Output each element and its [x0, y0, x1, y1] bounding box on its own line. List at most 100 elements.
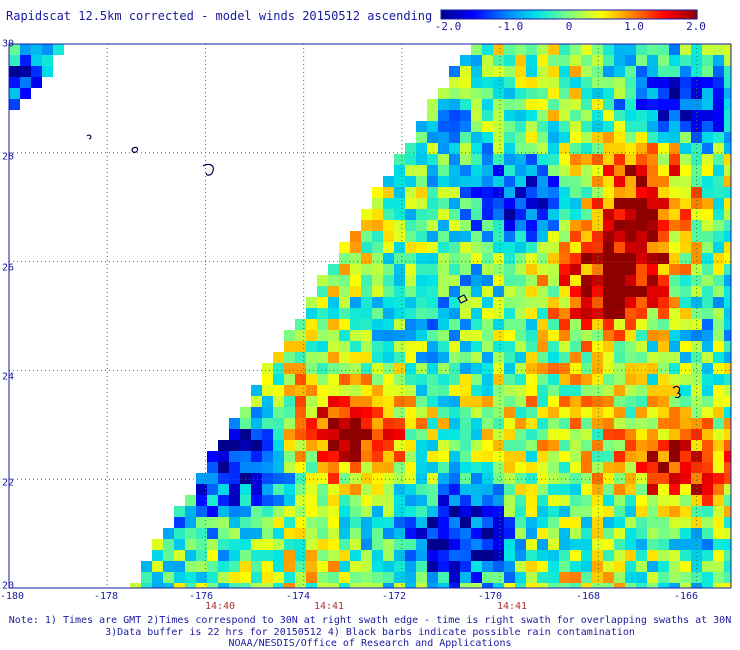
wind-cell	[559, 572, 570, 583]
wind-cell	[658, 451, 669, 462]
colorbar-segment	[449, 10, 454, 19]
wind-cell	[438, 154, 449, 165]
x-tick-label: -170	[477, 591, 503, 602]
wind-cell	[482, 253, 493, 264]
wind-cell	[691, 550, 702, 561]
wind-cell	[317, 539, 328, 550]
wind-cell	[559, 561, 570, 572]
wind-cell	[526, 187, 537, 198]
wind-cell	[647, 561, 658, 572]
wind-cell	[647, 528, 658, 539]
wind-cell	[636, 286, 647, 297]
wind-cell	[317, 374, 328, 385]
wind-cell	[647, 352, 658, 363]
wind-cell	[372, 253, 383, 264]
wind-cell	[603, 187, 614, 198]
wind-cell	[603, 583, 614, 588]
wind-cell	[592, 440, 603, 451]
wind-cell	[713, 385, 724, 396]
wind-cell	[493, 275, 504, 286]
wind-cell	[680, 550, 691, 561]
wind-cell	[691, 385, 702, 396]
wind-cell	[669, 517, 680, 528]
wind-cell	[372, 264, 383, 275]
wind-cell	[405, 572, 416, 583]
wind-cell	[471, 88, 482, 99]
wind-cell	[504, 330, 515, 341]
wind-cell	[174, 539, 185, 550]
wind-cell	[339, 242, 350, 253]
wind-cell	[636, 473, 647, 484]
wind-cell	[603, 297, 614, 308]
wind-cell	[537, 418, 548, 429]
wind-cell	[702, 176, 713, 187]
wind-cell	[427, 176, 438, 187]
wind-cell	[570, 407, 581, 418]
wind-cell	[394, 275, 405, 286]
wind-cell	[372, 484, 383, 495]
wind-cell	[174, 506, 185, 517]
wind-cell	[471, 352, 482, 363]
wind-cell	[394, 561, 405, 572]
wind-cell	[471, 242, 482, 253]
wind-cell	[449, 352, 460, 363]
wind-cell	[438, 429, 449, 440]
wind-cell	[372, 220, 383, 231]
wind-cell	[625, 121, 636, 132]
wind-cell	[592, 55, 603, 66]
wind-cell	[394, 220, 405, 231]
wind-cell	[658, 561, 669, 572]
wind-cell	[427, 308, 438, 319]
wind-cell	[592, 352, 603, 363]
wind-cell	[592, 77, 603, 88]
wind-cell	[713, 275, 724, 286]
wind-cell	[570, 176, 581, 187]
wind-cell	[460, 374, 471, 385]
y-tick-label: 30	[2, 38, 15, 50]
x-tick-label: -172	[381, 591, 407, 602]
wind-cell	[526, 539, 537, 550]
colorbar-segment	[569, 10, 574, 19]
wind-cell	[229, 462, 240, 473]
wind-cell	[295, 352, 306, 363]
wind-cell	[438, 352, 449, 363]
wind-cell	[482, 176, 493, 187]
wind-cell	[416, 561, 427, 572]
wind-cell	[339, 451, 350, 462]
wind-cell	[383, 429, 394, 440]
wind-cell	[460, 209, 471, 220]
wind-cell	[614, 495, 625, 506]
wind-cell	[636, 77, 647, 88]
wind-cell	[273, 462, 284, 473]
wind-cell	[702, 242, 713, 253]
wind-cell	[493, 88, 504, 99]
wind-cell	[405, 209, 416, 220]
contour-mark	[86, 134, 92, 140]
wind-cell	[581, 165, 592, 176]
wind-cell	[526, 352, 537, 363]
wind-cell	[515, 231, 526, 242]
wind-cell	[460, 583, 471, 588]
wind-cell	[449, 176, 460, 187]
wind-cell	[636, 275, 647, 286]
wind-cell	[438, 539, 449, 550]
wind-cell	[680, 66, 691, 77]
wind-cell	[625, 253, 636, 264]
wind-cell	[702, 407, 713, 418]
wind-cell	[658, 132, 669, 143]
wind-cell	[559, 220, 570, 231]
wind-cell	[680, 385, 691, 396]
wind-cell	[240, 462, 251, 473]
wind-cell	[702, 77, 713, 88]
wind-cell	[625, 66, 636, 77]
wind-cell	[680, 88, 691, 99]
wind-cell	[603, 308, 614, 319]
wind-cell	[581, 121, 592, 132]
wind-cell	[603, 132, 614, 143]
wind-cell	[625, 231, 636, 242]
wind-cell	[394, 440, 405, 451]
wind-cell	[207, 506, 218, 517]
wind-cell	[625, 55, 636, 66]
wind-cell	[493, 132, 504, 143]
wind-cell	[669, 231, 680, 242]
